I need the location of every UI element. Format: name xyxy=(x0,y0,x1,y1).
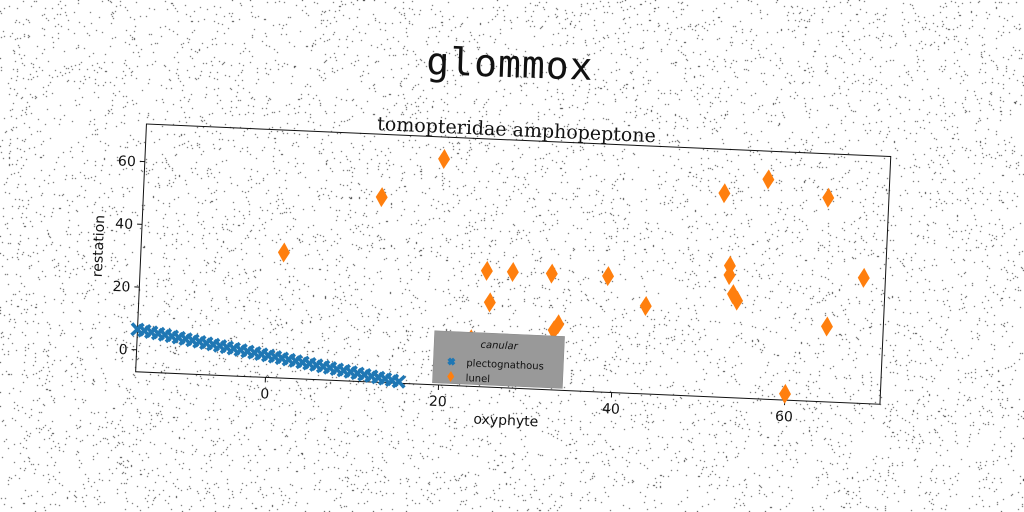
chart-rotated-group: tomopteridae amphopeptone 0 20 40 60 0 20 40 6… xyxy=(90,113,892,431)
legend-title: canular xyxy=(480,340,519,353)
lunel-point xyxy=(480,260,493,281)
plot-area-frame xyxy=(135,123,892,405)
lunel-point xyxy=(857,267,870,288)
lunel-point xyxy=(438,148,451,169)
lunel-point xyxy=(277,242,290,263)
y-tick-label: 20 xyxy=(112,279,131,296)
chart-title: tomopteridae amphopeptone xyxy=(377,113,657,147)
lunel-point xyxy=(506,261,519,282)
lunel-point xyxy=(779,383,792,404)
x-tick-label: 0 xyxy=(260,386,270,402)
x-axis: 0 20 40 60 xyxy=(260,377,794,426)
lunel-point xyxy=(552,314,565,335)
lunel-point xyxy=(820,316,833,337)
legend-marker-lunel xyxy=(447,371,455,383)
plectognathous-point xyxy=(391,374,407,389)
x-tick-label: 20 xyxy=(429,394,448,411)
lunel-point xyxy=(718,183,731,204)
lunel-point xyxy=(639,296,652,317)
x-tick-label: 40 xyxy=(602,401,621,418)
y-tick-label: 0 xyxy=(118,342,128,358)
lunel-point xyxy=(727,284,739,305)
lunel-point xyxy=(822,187,835,208)
y-axis: 0 20 40 60 xyxy=(112,153,145,358)
legend-box xyxy=(432,330,565,389)
lunel-point xyxy=(723,265,736,286)
x-tick-label: 60 xyxy=(775,409,794,426)
y-axis-label: restation xyxy=(90,215,109,278)
legend-entry-label: plectognathous xyxy=(466,358,544,372)
lunel-point xyxy=(375,187,388,208)
legend-marker-plectognathous xyxy=(447,357,456,366)
plot-marks xyxy=(130,148,870,404)
y-tick-label: 40 xyxy=(115,216,134,233)
legend-entry-label: lunel xyxy=(465,373,490,385)
y-tick-label: 60 xyxy=(118,153,137,170)
lunel-point xyxy=(545,263,558,284)
x-axis-label: oxyphyte xyxy=(473,412,538,431)
lunel-point xyxy=(602,266,615,287)
lunel-point xyxy=(483,292,496,313)
lunel-point xyxy=(731,290,744,311)
lunel-point xyxy=(762,169,775,190)
